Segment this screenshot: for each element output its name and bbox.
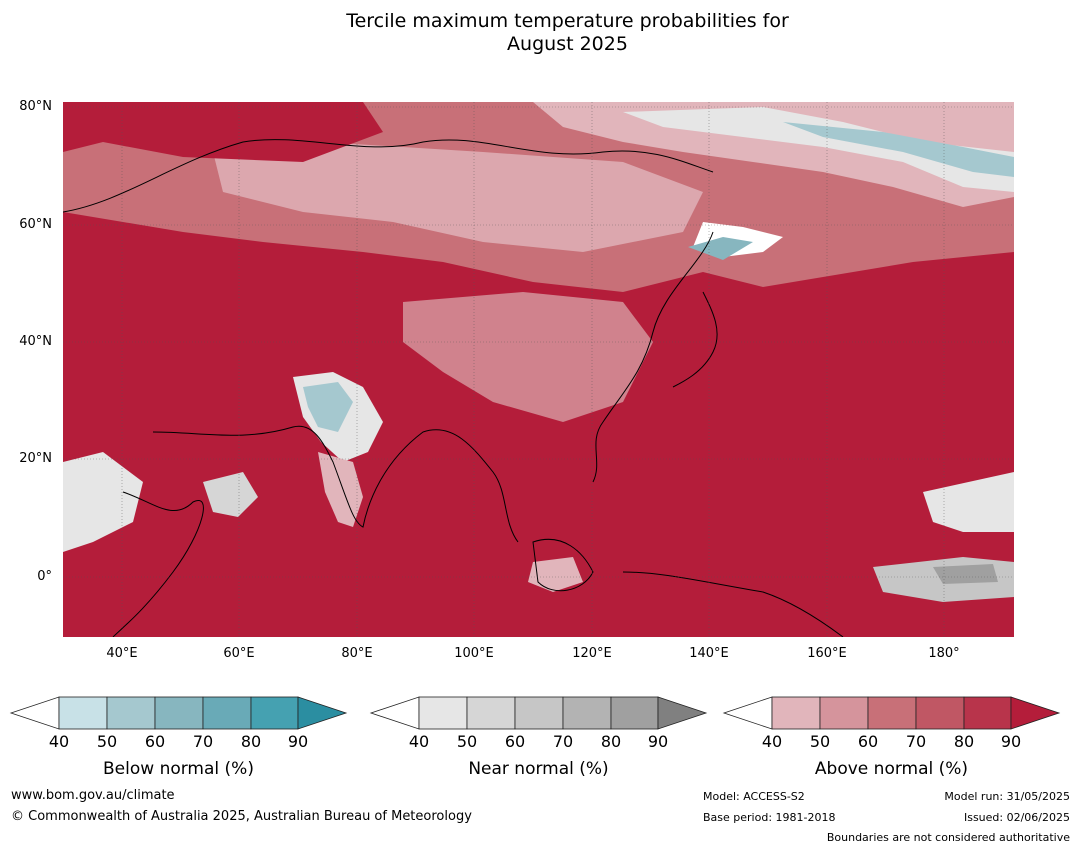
colorbar-near-normal [369,696,708,730]
pacific-near-normal-core [933,564,998,584]
arctic-strong-region [63,102,383,162]
east-asia-coastline [592,231,714,483]
lat-label-60n: 60°N [19,217,52,232]
siberia-light-region [213,142,703,252]
lat-label-0: 0° [37,569,52,584]
cb-above-title: Above normal (%) [814,759,969,779]
cb-below-seg-4 [202,696,252,730]
cb-above-seg-1 [771,696,821,730]
cb-above-seg-4 [915,696,965,730]
cb-near-seg-1 [418,696,468,730]
africa-near-normal [63,452,143,552]
cb-below-seg-0 [9,696,60,730]
mongolia-light-region [403,292,653,422]
cb-above-tick: 90 [1000,732,1022,751]
lon-label-100e: 100°E [454,646,494,661]
cb-below-title: Below normal (%) [103,759,254,779]
cb-below-tick: 40 [48,732,70,751]
okhotsk-below-region [688,237,753,260]
map-canvas [63,102,1014,637]
website-link[interactable]: www.bom.gov.au/climate [11,788,175,803]
lon-label-180: 180° [928,646,960,661]
pacific-near-normal-north [923,472,1014,532]
cb-near-tick: 40 [408,732,430,751]
africa-coastline [112,491,204,637]
cb-above-tick: 50 [809,732,831,751]
cb-below-seg-2 [106,696,156,730]
lat-label-80n: 80°N [19,99,52,114]
cb-below-tick: 80 [240,732,262,751]
lon-label-40e: 40°E [106,646,138,661]
disclaimer-text: Boundaries are not considered authoritat… [826,831,1070,844]
cb-near-seg-3 [514,696,564,730]
cb-near-tick: 60 [504,732,526,751]
cb-near-tick: 90 [647,732,669,751]
south-india-light [318,452,363,527]
india-below-normal [303,382,353,432]
cb-above-seg-3 [867,696,917,730]
cb-below-tick: 90 [287,732,309,751]
model-text: Model: ACCESS-S2 [703,790,805,803]
cb-near-seg-2 [466,696,516,730]
cb-above-tick: 70 [905,732,927,751]
cb-near-seg-5 [610,696,659,730]
cb-above-tick: 40 [761,732,783,751]
model-run-text: Model run: 31/05/2025 [944,790,1070,803]
lon-label-60e: 60°E [223,646,255,661]
lon-label-120e: 120°E [572,646,612,661]
issued-text: Issued: 02/06/2025 [963,811,1070,824]
colorbar-above-normal [722,696,1061,730]
copyright-text: © Commonwealth of Australia 2025, Austra… [11,809,472,824]
cb-near-tick: 70 [552,732,574,751]
lon-label-140e: 140°E [689,646,729,661]
cb-below-tick: 70 [192,732,214,751]
lon-label-160e: 160°E [807,646,847,661]
borneo-coastline [532,538,594,592]
arabian-sea-near-normal [203,472,258,517]
cb-below-seg-1 [58,696,108,730]
cb-near-seg-6 [657,696,708,730]
cb-near-tick: 80 [600,732,622,751]
base-period-text: Base period: 1981-2018 [703,811,836,824]
cb-near-seg-4 [562,696,612,730]
cb-above-seg-5 [963,696,1012,730]
northeast-near-normal [623,107,1014,192]
cb-below-tick: 50 [96,732,118,751]
cb-above-seg-6 [1010,696,1061,730]
lat-label-20n: 20°N [19,451,52,466]
arctic-coastline [63,139,714,213]
south-asia-coastline [152,425,519,543]
title-line-2: August 2025 [507,33,628,55]
japan-coastline [672,291,718,388]
graticule [63,102,1014,637]
colorbars [9,696,1061,730]
lon-label-80e: 80°E [341,646,373,661]
northeast-light-region [533,102,1014,207]
cb-below-seg-6 [297,696,348,730]
cb-above-tick: 80 [953,732,975,751]
cb-above-tick: 60 [857,732,879,751]
cb-above-seg-0 [722,696,773,730]
cb-below-seg-5 [250,696,299,730]
northeast-below-normal [783,122,1014,177]
colorbar-below-normal [9,696,348,730]
lat-label-40n: 40°N [19,334,52,349]
cb-near-tick: 50 [456,732,478,751]
new-guinea-coastline [622,571,844,637]
cb-near-title: Near normal (%) [468,759,609,779]
borneo-light-region [528,557,583,592]
cb-below-tick: 60 [144,732,166,751]
cb-near-seg-0 [369,696,420,730]
chart-title: Tercile maximum temperature probabilitie… [0,10,1081,56]
title-line-1: Tercile maximum temperature probabilitie… [346,10,789,32]
cb-above-seg-2 [819,696,869,730]
cb-below-seg-3 [154,696,204,730]
forecast-map [63,102,1014,637]
